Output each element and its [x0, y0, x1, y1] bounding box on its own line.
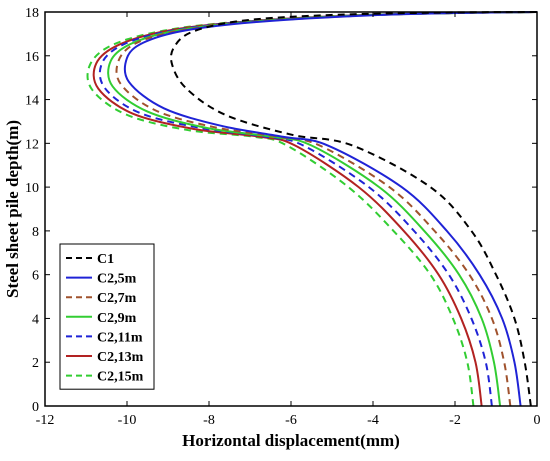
series-line-3 — [107, 11, 538, 407]
series-line-2 — [115, 11, 538, 407]
x-tick-label: 0 — [534, 413, 541, 428]
legend-label: C2,11m — [97, 330, 143, 345]
ticks-layer: -12 -10 -8 -6 -4 -2 0 0 2 4 6 8 10 12 14 16 18 — [25, 6, 541, 428]
x-tick-label: -12 — [36, 413, 55, 428]
x-tick-label: -6 — [285, 413, 297, 428]
x-tick-label: -8 — [203, 413, 215, 428]
x-tick-label: -2 — [449, 413, 461, 428]
y-axis-label: Steel sheet pile depth(m) — [3, 120, 22, 298]
x-tick-label: -10 — [118, 413, 137, 428]
legend: C1 C2,5m C2,7m C2,9m C2,11m C2,13m C2,15m — [59, 243, 155, 390]
x-tick-label: -4 — [367, 413, 379, 428]
y-tick-label: 10 — [25, 181, 39, 196]
legend-label: C2,5m — [97, 272, 137, 287]
legend-label: C2,9m — [97, 311, 137, 326]
x-axis-label: Horizontal displacement(mm) — [182, 431, 400, 450]
y-tick-label: 12 — [25, 137, 39, 152]
series-line-6 — [86, 11, 538, 407]
y-tick-label: 18 — [25, 6, 39, 21]
legend-label: C1 — [97, 252, 114, 267]
y-tick-label: 4 — [32, 312, 39, 327]
series-line-1 — [123, 11, 538, 407]
y-tick-label: 6 — [32, 269, 39, 284]
y-tick-label: 2 — [32, 356, 39, 371]
series-layer — [86, 11, 538, 407]
series-line-5 — [92, 11, 538, 407]
legend-label: C2,7m — [97, 291, 137, 306]
y-tick-label: 8 — [32, 225, 39, 240]
series-line-4 — [98, 11, 538, 407]
y-tick-label: 14 — [25, 94, 39, 109]
series-line-0 — [169, 11, 538, 407]
legend-label: C2,13m — [97, 350, 144, 365]
y-tick-label: 16 — [25, 50, 39, 65]
legend-label: C2,15m — [97, 370, 144, 385]
y-tick-label: 0 — [32, 400, 39, 415]
